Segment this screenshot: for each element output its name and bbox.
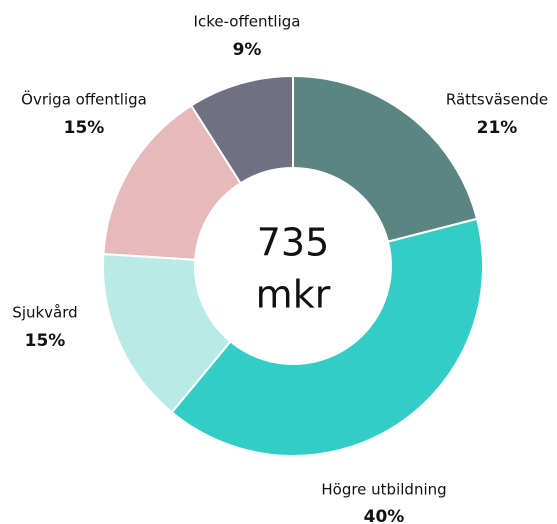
- slice-value-label: 15%: [25, 331, 66, 351]
- slice-label: Högre utbildning: [321, 481, 446, 499]
- slice-value-label: 9%: [233, 40, 262, 60]
- donut-slice: [292, 74, 479, 243]
- donut-slice: [170, 217, 484, 457]
- center-text: mkr: [256, 273, 331, 317]
- donut-slice: [102, 253, 232, 414]
- slice-label: Sjukvård: [12, 304, 77, 322]
- slice-value-label: 40%: [364, 507, 405, 524]
- slice-label: Övriga offentliga: [21, 90, 147, 109]
- slice-value-label: 15%: [64, 118, 105, 138]
- donut-slice: [102, 104, 242, 261]
- slice-label: Icke-offentliga: [194, 13, 301, 31]
- slice-value-label: 21%: [477, 118, 518, 138]
- slice-label: Rättsväsende: [446, 91, 548, 109]
- center-text: 735: [257, 221, 330, 265]
